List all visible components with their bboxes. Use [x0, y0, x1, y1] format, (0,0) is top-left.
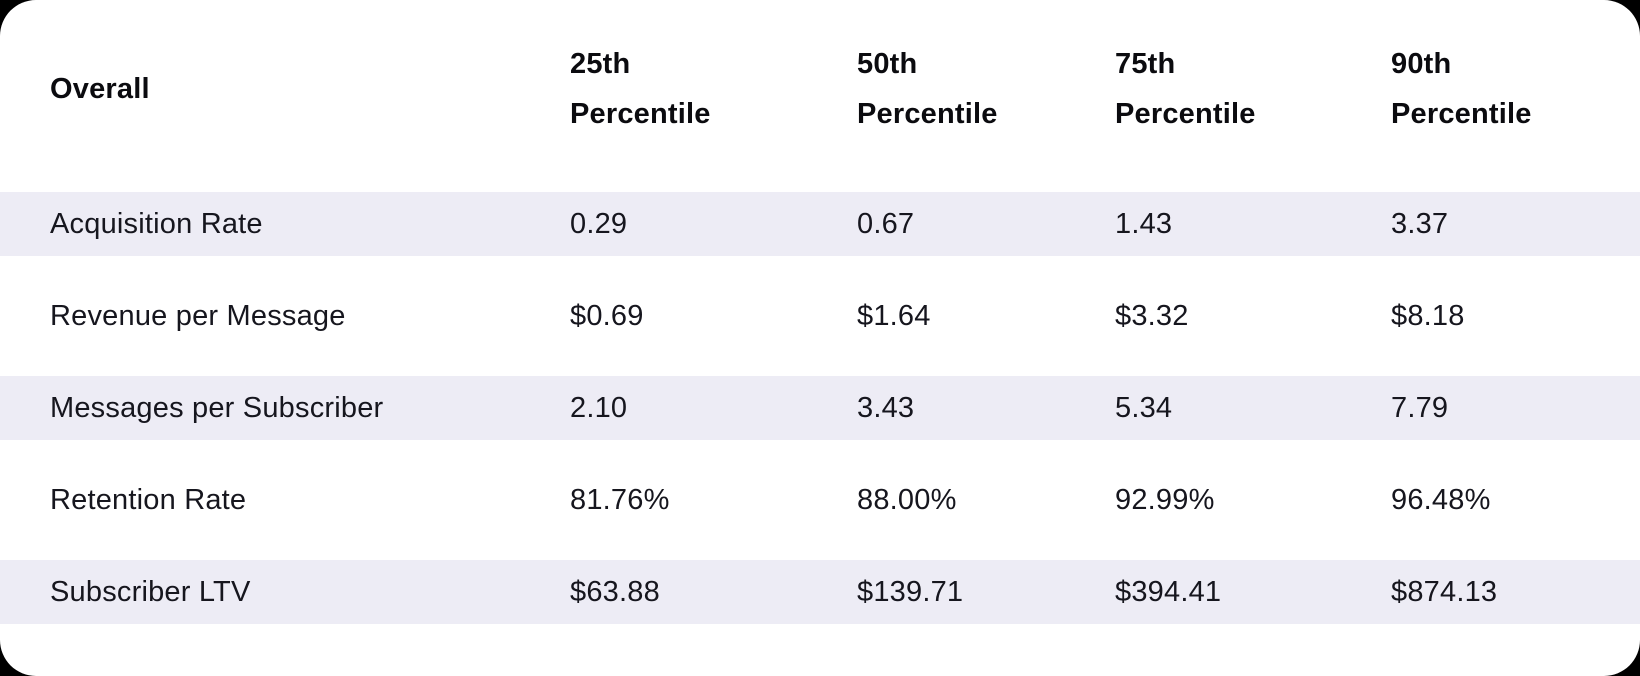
row-label: Revenue per Message [50, 299, 346, 332]
column-header-25th-percentile: 25th Percentile [570, 39, 857, 139]
row-value: $394.41 [1115, 575, 1222, 608]
row-label: Subscriber LTV [50, 575, 251, 608]
row-value: 3.43 [857, 391, 915, 424]
row-value: 2.10 [570, 391, 628, 424]
column-header-label: 50th Percentile [857, 48, 998, 130]
row-label: Retention Rate [50, 483, 247, 516]
table-header-row: Overall 25th Percentile 50th Percentile … [0, 0, 1640, 178]
column-header-label: 25th Percentile [570, 48, 711, 130]
table-row: Acquisition Rate 0.29 0.67 1.43 3.37 [0, 178, 1640, 270]
row-value: 92.99% [1115, 483, 1215, 516]
table-row: Subscriber LTV $63.88 $139.71 $394.41 $874.1… [0, 546, 1640, 638]
row-value: $0.69 [570, 299, 644, 332]
row-value: 81.76% [570, 483, 670, 516]
row-value: $63.88 [570, 575, 660, 608]
row-value: 5.34 [1115, 391, 1173, 424]
row-value: 0.67 [857, 207, 915, 240]
row-value: 7.79 [1391, 391, 1449, 424]
column-header-label: 90th Percentile [1391, 48, 1532, 130]
row-value: $1.64 [857, 299, 931, 332]
row-value: 0.29 [570, 207, 628, 240]
column-header-75th-percentile: 75th Percentile [1115, 39, 1391, 139]
column-header-label: 75th Percentile [1115, 48, 1256, 130]
table-row: Retention Rate 81.76% 88.00% 92.99% 96.48% [0, 454, 1640, 546]
table-row: Revenue per Message $0.69 $1.64 $3.32 $8.18 [0, 270, 1640, 362]
column-header-50th-percentile: 50th Percentile [857, 39, 1115, 139]
row-label: Acquisition Rate [50, 207, 263, 240]
table-row: Messages per Subscriber 2.10 3.43 5.34 7.79 [0, 362, 1640, 454]
row-value: 88.00% [857, 483, 957, 516]
column-header-90th-percentile: 90th Percentile [1391, 39, 1640, 139]
table-body: Acquisition Rate 0.29 0.67 1.43 3.37 Revenue … [0, 178, 1640, 638]
column-header-overall: Overall [0, 64, 570, 114]
row-value: 3.37 [1391, 207, 1449, 240]
row-value: 1.43 [1115, 207, 1173, 240]
row-value: $3.32 [1115, 299, 1189, 332]
row-label: Messages per Subscriber [50, 391, 384, 424]
row-value: 96.48% [1391, 483, 1491, 516]
row-value: $139.71 [857, 575, 964, 608]
row-value: $874.13 [1391, 575, 1498, 608]
row-value: $8.18 [1391, 299, 1465, 332]
column-header-label: Overall [50, 73, 150, 105]
